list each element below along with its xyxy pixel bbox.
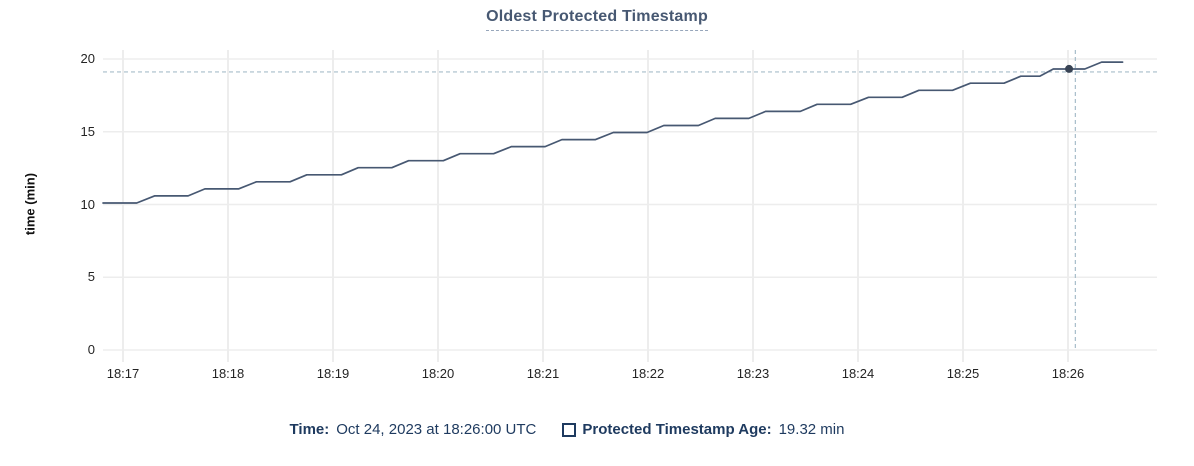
x-tick-label: 18:21 [526, 366, 560, 381]
y-tick-label: 15 [80, 123, 95, 139]
legend: Time: Oct 24, 2023 at 18:26:00 UTC Prote… [0, 421, 1164, 438]
legend-time-label: Time: [289, 421, 330, 438]
x-tick-label: 18:25 [946, 366, 980, 381]
series-swatch-icon[interactable] [562, 422, 577, 437]
x-tick-label: 18:26 [1051, 366, 1085, 381]
legend-time-value: Oct 24, 2023 at 18:26:00 UTC [336, 421, 537, 438]
x-tick-label: 18:18 [211, 366, 245, 381]
x-tick-label: 18:22 [631, 366, 665, 381]
x-tick-label: 18:24 [841, 366, 875, 381]
x-tick-label: 18:17 [106, 366, 140, 381]
x-tick-label: 18:23 [736, 366, 770, 381]
y-tick-label: 0 [87, 342, 95, 357]
y-tick-label: 10 [80, 196, 95, 212]
hover-point-dot [1065, 64, 1074, 73]
series-line [102, 61, 1124, 204]
x-tick-label: 18:19 [316, 366, 350, 381]
legend-series-label[interactable]: Protected Timestamp Age: [582, 421, 772, 438]
y-tick-label: 20 [80, 51, 95, 66]
y-tick-label: 5 [87, 269, 95, 285]
title-row: Oldest Protected Timestamp [0, 8, 1194, 31]
legend-series-value: 19.32 min [778, 421, 845, 438]
chart-title[interactable]: Oldest Protected Timestamp [486, 8, 708, 31]
x-tick-label: 18:20 [421, 366, 455, 381]
